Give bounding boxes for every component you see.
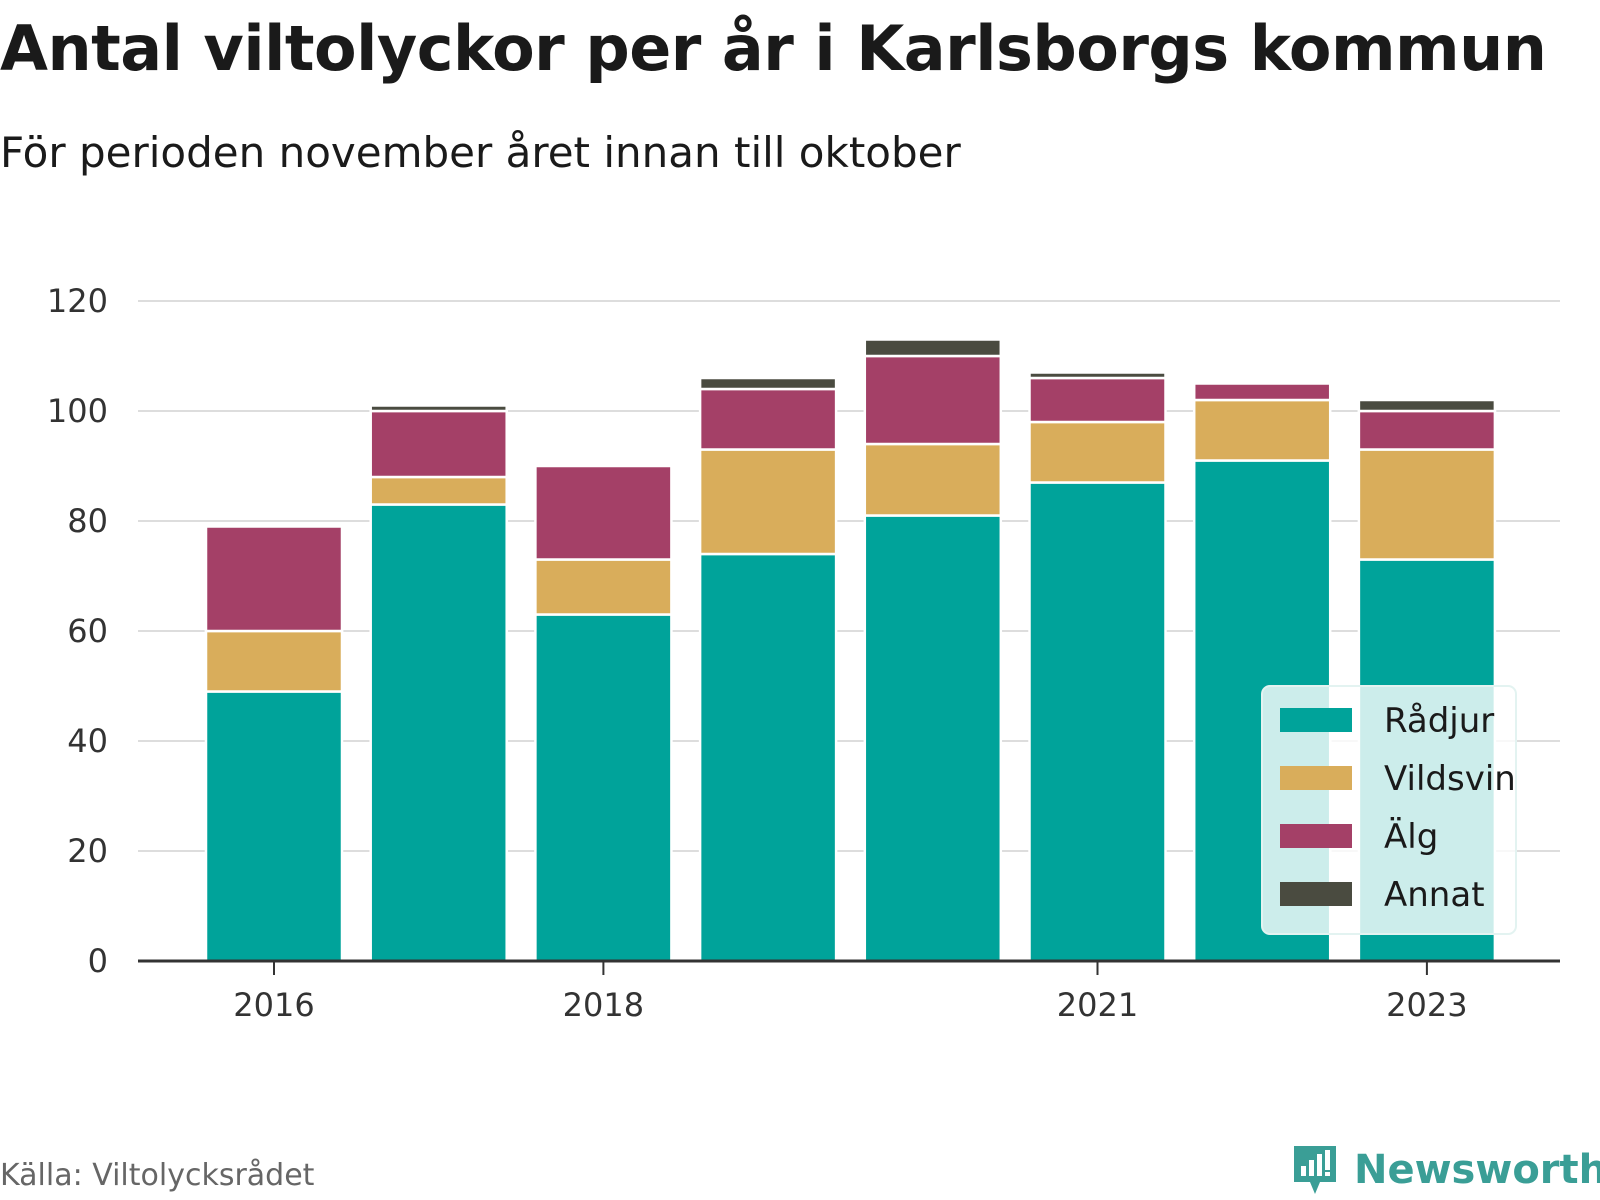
y-tick-label: 0 xyxy=(88,942,108,980)
bar-stack-2018 xyxy=(534,464,673,963)
x-tick-label: 2023 xyxy=(1386,986,1467,1024)
bar-stack-2020 xyxy=(863,338,1003,963)
bars xyxy=(204,338,1497,963)
bar-segment xyxy=(369,409,508,479)
legend-label: Älg xyxy=(1384,817,1438,857)
x-tick-label: 2021 xyxy=(1057,986,1138,1024)
bar-segment xyxy=(1357,448,1497,561)
y-tick-label: 80 xyxy=(67,502,108,540)
legend-box xyxy=(1261,685,1517,935)
bar-stack-2021 xyxy=(1028,371,1167,963)
y-tick-label: 60 xyxy=(67,612,108,650)
x-tick-label: 2018 xyxy=(563,986,644,1024)
bar-stack-2017 xyxy=(369,404,508,963)
x-axis-ticks: 2016 2018 2021 2023 xyxy=(233,961,1468,1024)
bar-segment xyxy=(534,464,673,561)
bar-segment xyxy=(1028,371,1167,380)
bar-segment xyxy=(1357,409,1497,451)
legend-swatch xyxy=(1280,824,1352,848)
y-tick-label: 20 xyxy=(67,832,108,870)
legend-swatch xyxy=(1280,766,1352,790)
legend-label: Rådjur xyxy=(1384,701,1494,741)
chart-subtitle: För perioden november året innan till ok… xyxy=(0,128,961,177)
brand-name: Newsworthy xyxy=(1354,1147,1600,1193)
bar-segment xyxy=(698,448,838,556)
bar-segment xyxy=(1357,398,1497,413)
bar-segment xyxy=(1028,420,1167,484)
bar-segment xyxy=(204,690,344,963)
bar-segment xyxy=(863,354,1003,446)
bar-segment xyxy=(1192,382,1332,402)
bar-segment xyxy=(698,387,838,451)
y-tick-label: 100 xyxy=(47,392,108,430)
legend: Rådjur Vildsvin Älg Annat xyxy=(1261,685,1517,935)
bar-segment xyxy=(204,525,344,633)
bar-segment xyxy=(698,552,838,963)
legend-swatch xyxy=(1280,882,1352,906)
legend-label: Vildsvin xyxy=(1384,759,1516,799)
bar-segment xyxy=(369,404,508,413)
bar-segment xyxy=(698,376,838,391)
bar-segment xyxy=(863,338,1003,358)
bar-segment xyxy=(1192,398,1332,462)
y-tick-label: 120 xyxy=(47,282,108,320)
bar-segment xyxy=(534,613,673,963)
bar-segment xyxy=(369,475,508,506)
bar-segment xyxy=(534,558,673,616)
bar-segment xyxy=(1028,376,1167,424)
legend-swatch xyxy=(1280,708,1352,732)
legend-label: Annat xyxy=(1384,875,1485,915)
source-note: Källa: Viltolycksrådet xyxy=(0,1158,315,1193)
bar-stack-2016 xyxy=(204,525,344,963)
chart-title: Antal viltolyckor per år i Karlsborgs ko… xyxy=(0,12,1547,85)
brand-logo: Newsworthy xyxy=(1290,1140,1600,1200)
bar-segment xyxy=(369,503,508,963)
bar-segment xyxy=(1028,481,1167,963)
bar-segment xyxy=(863,514,1003,963)
y-axis-ticks: 0 20 40 60 80 100 120 xyxy=(47,282,108,980)
y-tick-label: 40 xyxy=(67,722,108,760)
bar-segment xyxy=(204,629,344,693)
x-tick-label: 2016 xyxy=(233,986,314,1024)
bar-segment xyxy=(863,442,1003,517)
bar-stack-2019 xyxy=(698,376,838,963)
chart-logo-icon xyxy=(1294,1146,1336,1194)
